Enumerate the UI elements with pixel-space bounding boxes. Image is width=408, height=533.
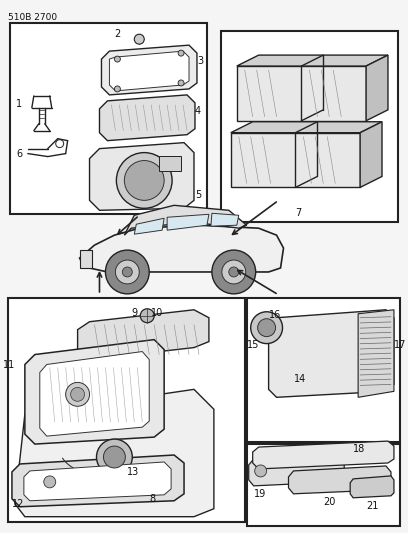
Circle shape xyxy=(44,476,56,488)
Polygon shape xyxy=(102,45,197,95)
Circle shape xyxy=(114,56,120,62)
Text: 10: 10 xyxy=(151,308,164,318)
Polygon shape xyxy=(40,352,149,436)
Polygon shape xyxy=(24,462,171,501)
Polygon shape xyxy=(249,455,344,486)
Circle shape xyxy=(222,260,246,284)
Polygon shape xyxy=(350,476,394,498)
Text: 1: 1 xyxy=(16,99,22,109)
Polygon shape xyxy=(100,95,195,141)
Circle shape xyxy=(178,80,184,86)
Circle shape xyxy=(251,312,282,344)
Circle shape xyxy=(115,260,139,284)
Text: 6: 6 xyxy=(16,149,22,159)
Text: 16: 16 xyxy=(268,310,281,320)
Text: 20: 20 xyxy=(323,497,336,507)
Text: 18: 18 xyxy=(353,444,366,454)
Circle shape xyxy=(105,250,149,294)
Polygon shape xyxy=(15,390,214,516)
Text: 8: 8 xyxy=(149,494,155,504)
Text: 14: 14 xyxy=(293,374,306,384)
Polygon shape xyxy=(25,340,164,444)
Text: 2: 2 xyxy=(114,29,121,39)
Polygon shape xyxy=(134,218,164,234)
Circle shape xyxy=(71,387,84,401)
Text: 9: 9 xyxy=(131,308,137,318)
Bar xyxy=(159,156,181,171)
Text: 13: 13 xyxy=(127,467,140,477)
Text: 7: 7 xyxy=(295,208,302,219)
Text: 15: 15 xyxy=(247,340,259,350)
Bar xyxy=(247,444,400,526)
Bar xyxy=(247,298,400,442)
Text: 11: 11 xyxy=(3,360,15,369)
Polygon shape xyxy=(12,455,184,507)
Polygon shape xyxy=(253,441,394,469)
Circle shape xyxy=(134,34,144,44)
Polygon shape xyxy=(237,66,366,121)
Circle shape xyxy=(66,382,89,406)
Circle shape xyxy=(97,439,132,475)
Polygon shape xyxy=(366,55,388,121)
Circle shape xyxy=(178,50,184,56)
Polygon shape xyxy=(358,310,394,397)
Polygon shape xyxy=(78,310,209,360)
Bar xyxy=(8,298,245,522)
Circle shape xyxy=(255,465,266,477)
Polygon shape xyxy=(89,143,194,211)
Bar xyxy=(10,23,207,214)
Polygon shape xyxy=(167,214,209,230)
Text: 12: 12 xyxy=(12,499,24,509)
Circle shape xyxy=(122,267,132,277)
Polygon shape xyxy=(124,205,247,235)
Text: 19: 19 xyxy=(254,489,266,499)
Text: 4: 4 xyxy=(195,106,201,116)
Polygon shape xyxy=(237,55,388,66)
Bar xyxy=(80,250,91,268)
Circle shape xyxy=(114,86,120,92)
Polygon shape xyxy=(109,51,189,91)
Polygon shape xyxy=(360,122,382,188)
Circle shape xyxy=(104,446,125,468)
Text: 3: 3 xyxy=(197,56,203,66)
Text: 17: 17 xyxy=(394,340,406,350)
Text: 510B 2700: 510B 2700 xyxy=(8,13,57,22)
Circle shape xyxy=(140,309,154,322)
Circle shape xyxy=(229,267,239,277)
Polygon shape xyxy=(231,122,382,133)
Text: 21: 21 xyxy=(366,501,379,511)
Circle shape xyxy=(116,152,172,208)
Polygon shape xyxy=(268,310,394,397)
Polygon shape xyxy=(231,133,360,188)
Circle shape xyxy=(212,250,256,294)
Circle shape xyxy=(258,319,275,337)
Polygon shape xyxy=(80,225,284,272)
Text: 5: 5 xyxy=(195,190,201,200)
Polygon shape xyxy=(288,466,391,494)
Circle shape xyxy=(124,160,164,200)
Polygon shape xyxy=(211,213,239,226)
Bar xyxy=(221,31,398,222)
